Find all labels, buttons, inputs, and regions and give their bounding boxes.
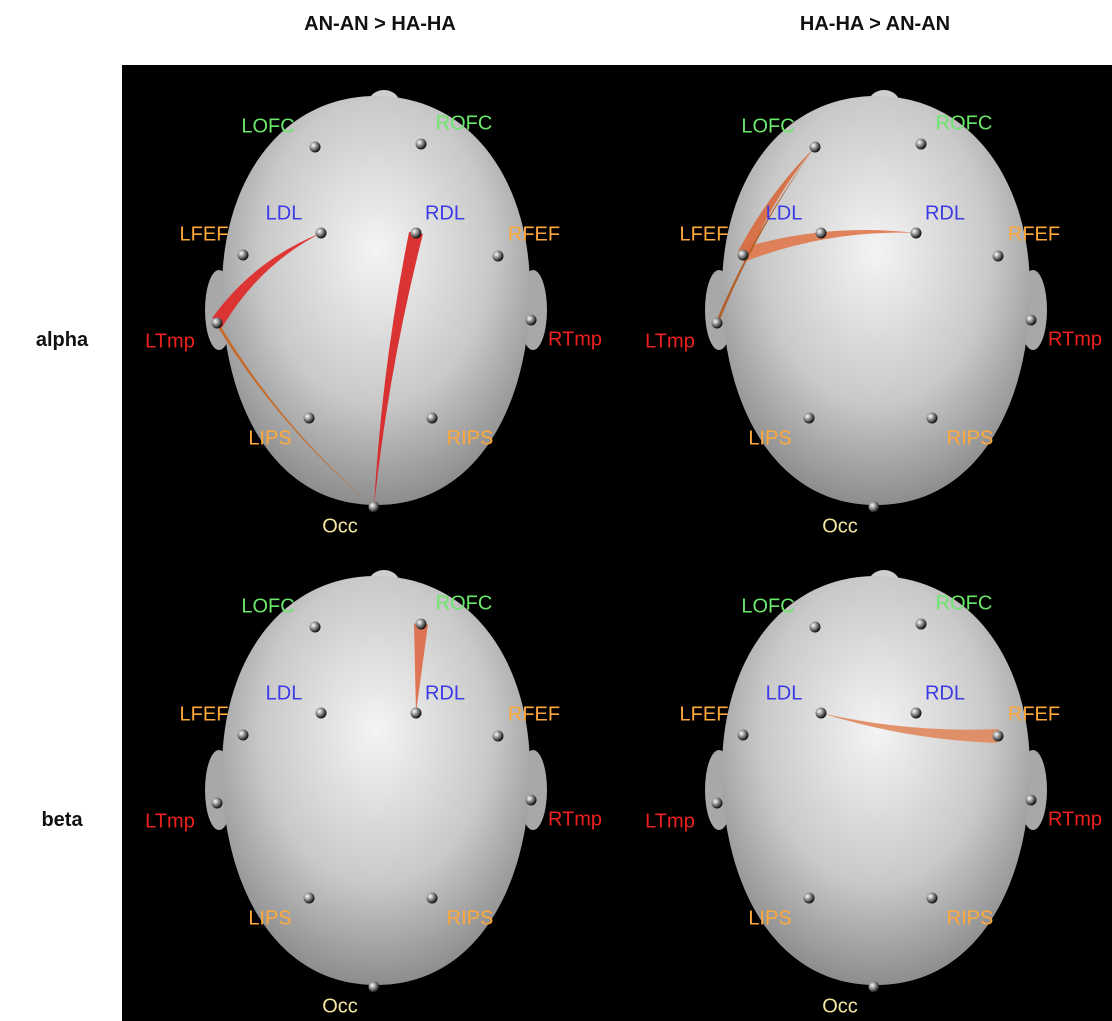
node-label: LDL [766,202,803,224]
node-label: RIPS [947,907,994,929]
node-label: LOFC [241,115,294,137]
node-label: LTmp [645,330,695,352]
electrode [1026,795,1037,806]
electrode [304,413,315,424]
node-label: RIPS [447,907,494,929]
column-header: HA-HA > AN-AN [800,13,950,35]
electrode [316,708,327,719]
electrode [310,142,321,153]
node-label: ROFC [436,592,493,614]
node-label: RFEF [508,703,560,725]
node-label: ROFC [936,112,993,134]
node-label: LFEF [180,703,229,725]
node-label: LIPS [248,427,291,449]
electrode [238,250,249,261]
electrode [993,251,1004,262]
electrode [712,318,723,329]
node-label: ROFC [936,592,993,614]
node-label: RIPS [947,427,994,449]
electrode [916,139,927,150]
node-label: RTmp [1048,808,1102,830]
node-label: RDL [425,202,465,224]
node-label: LDL [266,202,303,224]
electrode [212,318,223,329]
node-label: RDL [425,682,465,704]
node-label: RFEF [1008,703,1060,725]
electrode [911,708,922,719]
electrode [993,731,1004,742]
electrode [869,982,880,993]
node-label: LDL [266,682,303,704]
node-label: LTmp [145,330,195,352]
figure: AN-AN > HA-HA HA-HA > AN-AN alpha beta L… [0,0,1112,1021]
electrode [411,708,422,719]
electrode [310,622,321,633]
node-label: LIPS [748,907,791,929]
electrode [810,142,821,153]
node-label: RTmp [548,328,602,350]
node-label: LOFC [741,115,794,137]
electrode [526,315,537,326]
node-label: RIPS [447,427,494,449]
row-label: beta [41,809,83,831]
electrode [369,982,380,993]
electrode [927,893,938,904]
electrode [738,730,749,741]
electrode [804,413,815,424]
electrode [804,893,815,904]
electrode [493,251,504,262]
node-label: LFEF [180,223,229,245]
electrode [810,622,821,633]
node-label: RDL [925,682,965,704]
electrode [316,228,327,239]
node-label: LOFC [241,595,294,617]
node-label: RFEF [1008,223,1060,245]
node-label: Occ [322,995,358,1017]
electrode [927,413,938,424]
electrode [411,228,422,239]
node-label: Occ [822,995,858,1017]
electrode [304,893,315,904]
node-label: RTmp [548,808,602,830]
node-label: Occ [322,515,358,537]
electrode [427,893,438,904]
electrode [816,228,827,239]
electrode [526,795,537,806]
electrode [1026,315,1037,326]
electrode [493,731,504,742]
node-label: LTmp [145,810,195,832]
column-header: AN-AN > HA-HA [304,13,456,35]
node-label: RTmp [1048,328,1102,350]
electrode [816,708,827,719]
node-label: LFEF [680,703,729,725]
node-label: LFEF [680,223,729,245]
electrode [416,619,427,630]
node-label: ROFC [436,112,493,134]
electrode [427,413,438,424]
row-label: alpha [36,329,89,351]
electrode [238,730,249,741]
node-label: LTmp [645,810,695,832]
electrode [212,798,223,809]
electrode [369,502,380,513]
electrode [911,228,922,239]
node-label: LIPS [248,907,291,929]
node-label: LIPS [748,427,791,449]
node-label: LOFC [741,595,794,617]
electrode [738,250,749,261]
electrode [869,502,880,513]
electrode [712,798,723,809]
electrode [916,619,927,630]
node-label: RDL [925,202,965,224]
node-label: RFEF [508,223,560,245]
node-label: LDL [766,682,803,704]
electrode [416,139,427,150]
node-label: Occ [822,515,858,537]
